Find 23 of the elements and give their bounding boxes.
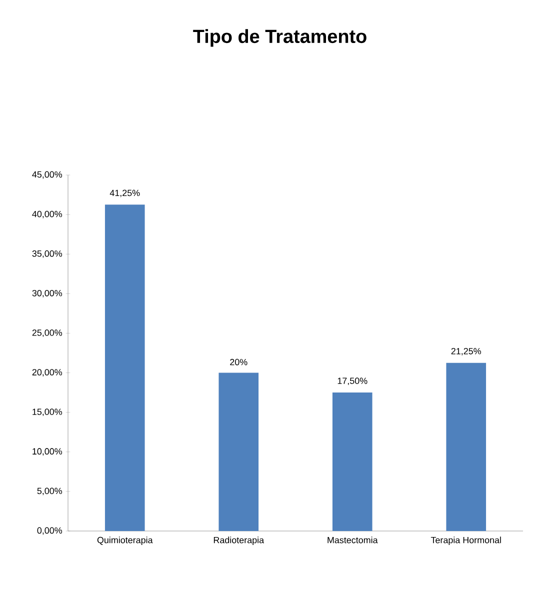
- y-tick-label: 5,00%: [37, 488, 62, 496]
- y-tick-label: 40,00%: [32, 210, 62, 218]
- bar: [218, 372, 259, 531]
- chart-title: Tipo de Tratamento: [193, 29, 366, 47]
- bar: [104, 204, 145, 531]
- data-label: 41,25%: [110, 190, 140, 198]
- y-tick-label: 10,00%: [32, 448, 62, 456]
- y-tick-label: 45,00%: [32, 171, 62, 179]
- x-tick-label: Terapia Hormonal: [430, 536, 501, 545]
- x-tick-label: Quimioterapia: [97, 536, 153, 545]
- y-tick-label: 30,00%: [32, 290, 62, 298]
- data-label: 17,50%: [338, 378, 368, 386]
- data-label: 21,25%: [451, 348, 482, 356]
- y-tick-label: 35,00%: [32, 250, 62, 258]
- y-tick-label: 20,00%: [32, 369, 62, 376]
- y-tick-label: 25,00%: [32, 330, 62, 337]
- x-tick-label: Radioterapia: [214, 536, 264, 545]
- data-label: 20%: [230, 358, 248, 366]
- bar: [446, 362, 486, 531]
- x-tick-label: Mastectomia: [328, 536, 378, 544]
- y-tick-label: 0,00%: [37, 527, 62, 535]
- bar: [332, 392, 372, 531]
- y-tick-label: 15,00%: [32, 408, 62, 416]
